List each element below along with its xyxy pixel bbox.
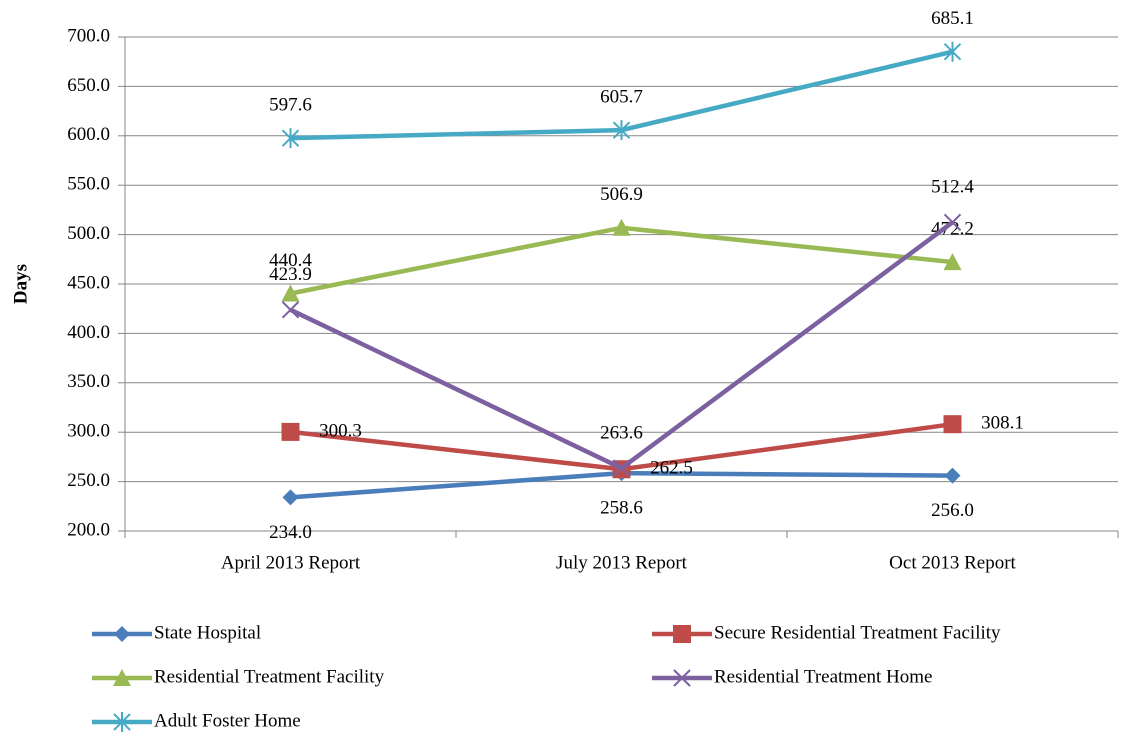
legend-label: Secure Residential Treatment Facility bbox=[714, 622, 1001, 643]
marker bbox=[943, 213, 962, 232]
marker-shape bbox=[673, 669, 691, 687]
marker bbox=[673, 669, 691, 687]
y-tick-label: 200.0 bbox=[67, 519, 110, 540]
marker-shape bbox=[673, 625, 691, 643]
marker-shape bbox=[114, 626, 130, 642]
marker-shape bbox=[113, 669, 131, 686]
marker-shape bbox=[612, 459, 631, 477]
marker bbox=[281, 422, 300, 441]
marker-shape bbox=[281, 301, 300, 319]
marker bbox=[943, 415, 962, 434]
y-tick-label: 500.0 bbox=[67, 223, 110, 244]
marker-shape bbox=[944, 467, 961, 484]
marker-shape bbox=[943, 41, 962, 62]
value-label: 300.3 bbox=[319, 420, 362, 441]
legend-label: Residential Treatment Facility bbox=[154, 666, 385, 687]
value-label: 685.1 bbox=[931, 8, 974, 29]
marker-shape bbox=[281, 284, 300, 302]
marker bbox=[281, 128, 300, 149]
y-tick-label: 450.0 bbox=[67, 272, 110, 293]
x-tick-label: April 2013 Report bbox=[221, 552, 361, 573]
y-tick-label: 400.0 bbox=[67, 322, 110, 343]
value-label: 512.4 bbox=[931, 177, 974, 198]
value-label: 506.9 bbox=[600, 184, 643, 205]
value-label: 262.5 bbox=[650, 458, 693, 479]
marker-shape bbox=[281, 128, 300, 149]
marker-shape bbox=[281, 422, 300, 441]
marker bbox=[113, 669, 131, 686]
y-tick-label: 700.0 bbox=[67, 25, 110, 46]
marker bbox=[612, 459, 631, 477]
marker bbox=[281, 301, 300, 319]
value-label: 423.9 bbox=[269, 264, 312, 285]
marker-shape bbox=[612, 218, 631, 236]
marker bbox=[113, 712, 131, 732]
legend-label: State Hospital bbox=[154, 622, 261, 643]
value-label: 234.0 bbox=[269, 522, 312, 543]
legend-label: Residential Treatment Home bbox=[714, 666, 932, 687]
marker bbox=[612, 120, 631, 141]
marker-shape bbox=[943, 213, 962, 232]
value-label: 256.0 bbox=[931, 500, 974, 521]
y-axis-title: Days bbox=[10, 264, 31, 304]
marker bbox=[612, 218, 631, 236]
legend-label: Adult Foster Home bbox=[154, 710, 301, 731]
marker-shape bbox=[113, 712, 131, 732]
value-label: 308.1 bbox=[981, 413, 1024, 434]
marker bbox=[943, 41, 962, 62]
marker-shape bbox=[282, 489, 299, 506]
marker-shape bbox=[943, 415, 962, 434]
marker-shape bbox=[612, 120, 631, 141]
marker bbox=[943, 253, 962, 271]
x-tick-label: Oct 2013 Report bbox=[889, 552, 1016, 573]
y-tick-label: 600.0 bbox=[67, 124, 110, 145]
y-tick-label: 350.0 bbox=[67, 371, 110, 392]
marker bbox=[282, 489, 299, 506]
y-tick-label: 250.0 bbox=[67, 470, 110, 491]
value-label: 597.6 bbox=[269, 95, 312, 116]
y-tick-label: 650.0 bbox=[67, 75, 110, 96]
x-tick-label: July 2013 Report bbox=[556, 552, 688, 573]
marker bbox=[281, 284, 300, 302]
marker bbox=[114, 626, 130, 642]
value-label: 258.6 bbox=[600, 497, 643, 518]
marker-shape bbox=[943, 253, 962, 271]
y-tick-label: 550.0 bbox=[67, 174, 110, 195]
marker bbox=[944, 467, 961, 484]
value-label: 440.4 bbox=[269, 250, 312, 271]
y-tick-label: 300.0 bbox=[67, 421, 110, 442]
marker bbox=[673, 625, 691, 643]
value-label: 263.6 bbox=[600, 423, 643, 444]
value-label: 605.7 bbox=[600, 87, 643, 108]
value-label: 472.2 bbox=[931, 218, 974, 239]
